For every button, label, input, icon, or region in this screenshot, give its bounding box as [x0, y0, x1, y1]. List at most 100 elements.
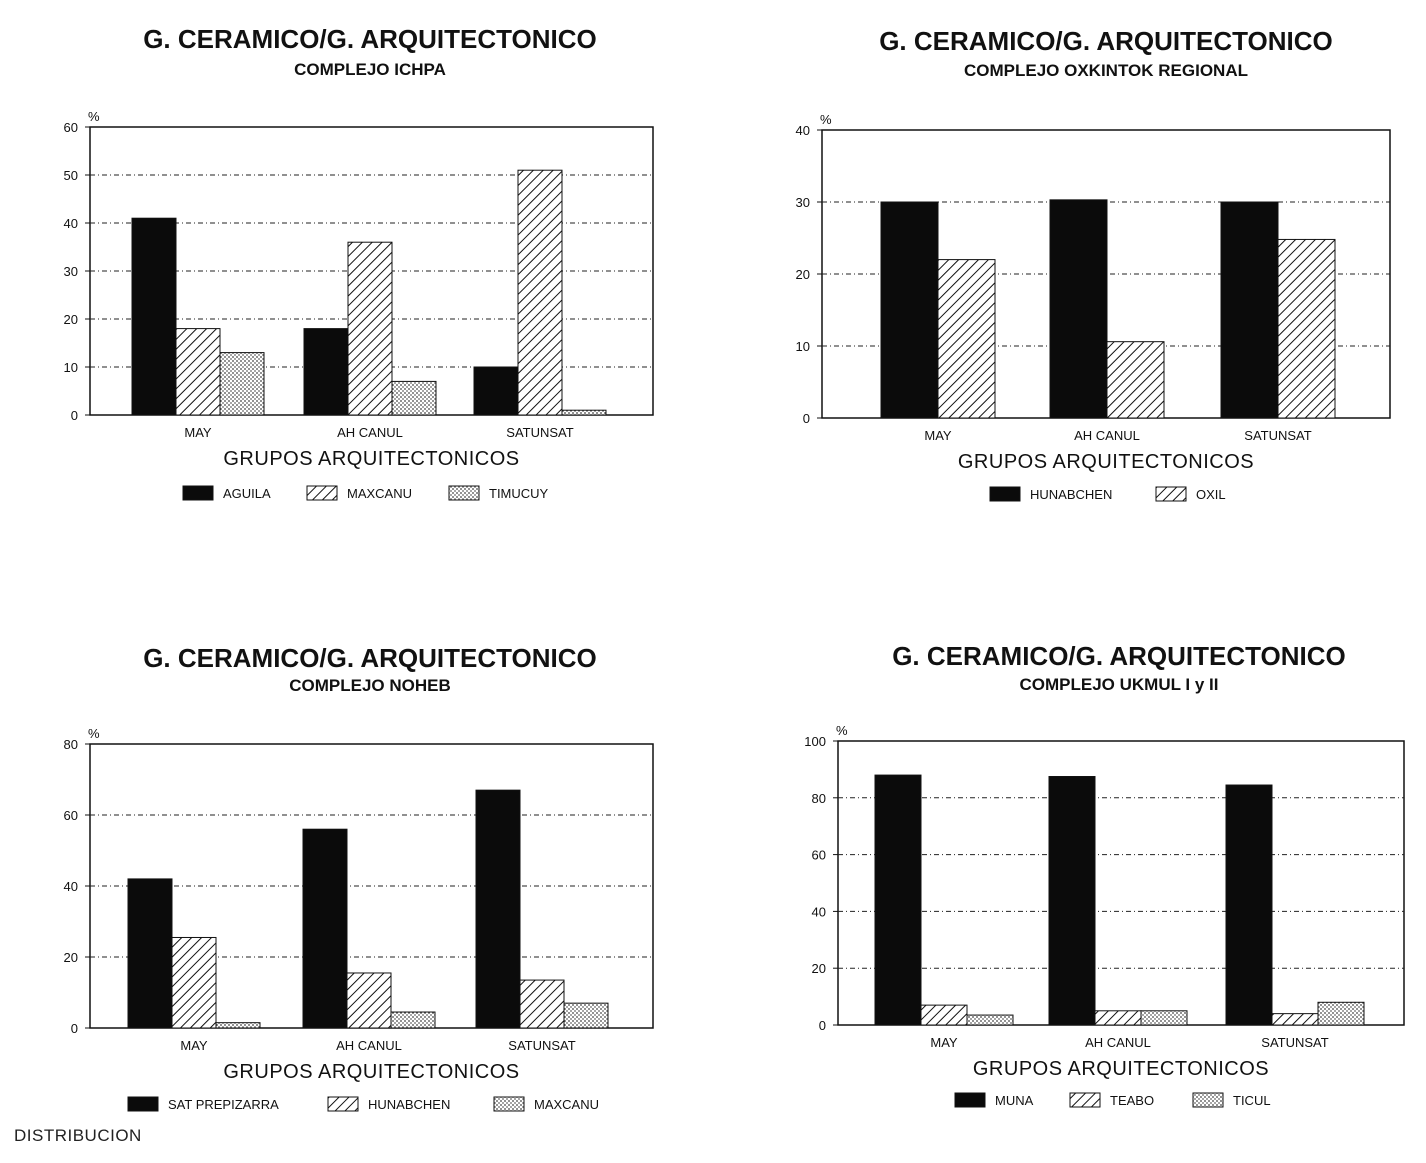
bar [346, 972, 392, 1029]
legend-label: MAXCANU [534, 1097, 599, 1112]
legend-label: TEABO [1110, 1093, 1154, 1108]
y-tick-label: 40 [796, 123, 810, 138]
x-category-label: MAY [930, 1035, 958, 1050]
y-tick-label: 30 [796, 195, 810, 210]
bar [1271, 1013, 1319, 1026]
x-category-label: AH CANUL [1085, 1035, 1151, 1050]
legend-swatch [1155, 486, 1187, 502]
y-tick-label: 0 [71, 1021, 78, 1036]
chart-title: G. CERAMICO/G. ARQUITECTONICO [892, 641, 1346, 671]
chart-panel: G. CERAMICO/G. ARQUITECTONICO COMPLEJO NO… [64, 643, 654, 1112]
legend-swatch [954, 1092, 986, 1108]
x-category-label: SATUNSAT [508, 1038, 575, 1053]
y-axis-unit: % [836, 723, 848, 738]
legend-label: HUNABCHEN [368, 1097, 450, 1112]
y-tick-label: 20 [64, 950, 78, 965]
chart-title: G. CERAMICO/G. ARQUITECTONICO [879, 26, 1333, 56]
bar [219, 352, 265, 416]
bar [1106, 341, 1165, 419]
bar [920, 1004, 968, 1026]
y-tick-label: 0 [803, 411, 810, 426]
chart-subtitle: COMPLEJO OXKINTOK REGIONAL [964, 61, 1248, 80]
x-category-label: SATUNSAT [1244, 428, 1311, 443]
legend-swatch [182, 485, 214, 501]
y-axis-unit: % [88, 109, 100, 124]
legend-label: AGUILA [223, 486, 271, 501]
bar [473, 366, 519, 416]
y-tick-label: 0 [819, 1018, 826, 1033]
x-axis-label: GRUPOS ARQUITECTONICOS [973, 1058, 1269, 1080]
bar [517, 169, 563, 416]
bar [475, 789, 521, 1029]
bar [347, 241, 393, 416]
y-axis-unit: % [88, 726, 100, 741]
bar [303, 328, 349, 416]
y-tick-label: 40 [64, 879, 78, 894]
y-tick-label: 40 [812, 904, 826, 919]
bar [1048, 776, 1096, 1026]
y-tick-label: 80 [64, 737, 78, 752]
y-tick-label: 60 [64, 808, 78, 823]
bar [880, 201, 939, 419]
chart-subtitle: COMPLEJO UKMUL I y II [1020, 675, 1219, 694]
x-category-label: SATUNSAT [1261, 1035, 1328, 1050]
legend-label: TICUL [1233, 1093, 1271, 1108]
chart-panel: G. CERAMICO/G. ARQUITECTONICO COMPLEJO UK… [804, 641, 1405, 1108]
bar [561, 409, 607, 416]
y-tick-label: 10 [796, 339, 810, 354]
bar [966, 1014, 1014, 1026]
chart-title: G. CERAMICO/G. ARQUITECTONICO [143, 24, 597, 54]
legend-swatch [306, 485, 338, 501]
chart-panel: G. CERAMICO/G. ARQUITECTONICO COMPLEJO IC… [64, 24, 654, 501]
legend-swatch [1192, 1092, 1224, 1108]
x-category-label: AH CANUL [336, 1038, 402, 1053]
y-axis-unit: % [820, 112, 832, 127]
legend-swatch [448, 485, 480, 501]
bar [127, 878, 173, 1029]
y-tick-label: 20 [812, 961, 826, 976]
legend-label: SAT PREPIZARRA [168, 1097, 279, 1112]
bar [175, 328, 221, 416]
legend-label: OXIL [1196, 487, 1226, 502]
bar [390, 1011, 436, 1029]
bar [131, 217, 177, 416]
bar [1317, 1001, 1365, 1026]
bar [1225, 784, 1273, 1026]
bar [1049, 199, 1108, 419]
chart-subtitle: COMPLEJO NOHEB [289, 676, 451, 695]
x-category-label: SATUNSAT [506, 425, 573, 440]
legend-label: TIMUCUY [489, 486, 549, 501]
legend-label: MUNA [995, 1093, 1034, 1108]
legend-label: MAXCANU [347, 486, 412, 501]
bar [215, 1022, 261, 1029]
y-tick-label: 50 [64, 168, 78, 183]
legend-label: HUNABCHEN [1030, 487, 1112, 502]
y-tick-label: 80 [812, 791, 826, 806]
chart-panel: G. CERAMICO/G. ARQUITECTONICO COMPLEJO OX… [796, 26, 1391, 502]
y-tick-label: 60 [812, 848, 826, 863]
y-tick-label: 30 [64, 264, 78, 279]
bar [302, 828, 348, 1029]
chart-title: G. CERAMICO/G. ARQUITECTONICO [143, 643, 597, 673]
bar [1094, 1010, 1142, 1026]
bar [1220, 201, 1279, 419]
y-tick-label: 20 [64, 312, 78, 327]
y-tick-label: 40 [64, 216, 78, 231]
y-tick-label: 10 [64, 360, 78, 375]
plot-frame [837, 740, 1405, 1026]
legend-swatch [989, 486, 1021, 502]
x-axis-label: GRUPOS ARQUITECTONICOS [958, 451, 1254, 473]
y-tick-label: 100 [804, 734, 826, 749]
bar [171, 936, 217, 1029]
x-category-label: AH CANUL [1074, 428, 1140, 443]
legend-swatch [493, 1096, 525, 1112]
x-category-label: MAY [924, 428, 952, 443]
y-tick-label: 60 [64, 120, 78, 135]
y-tick-label: 0 [71, 408, 78, 423]
bar [1140, 1010, 1188, 1026]
x-category-label: MAY [180, 1038, 208, 1053]
legend-swatch [1069, 1092, 1101, 1108]
bar [874, 774, 922, 1026]
x-category-label: MAY [184, 425, 212, 440]
